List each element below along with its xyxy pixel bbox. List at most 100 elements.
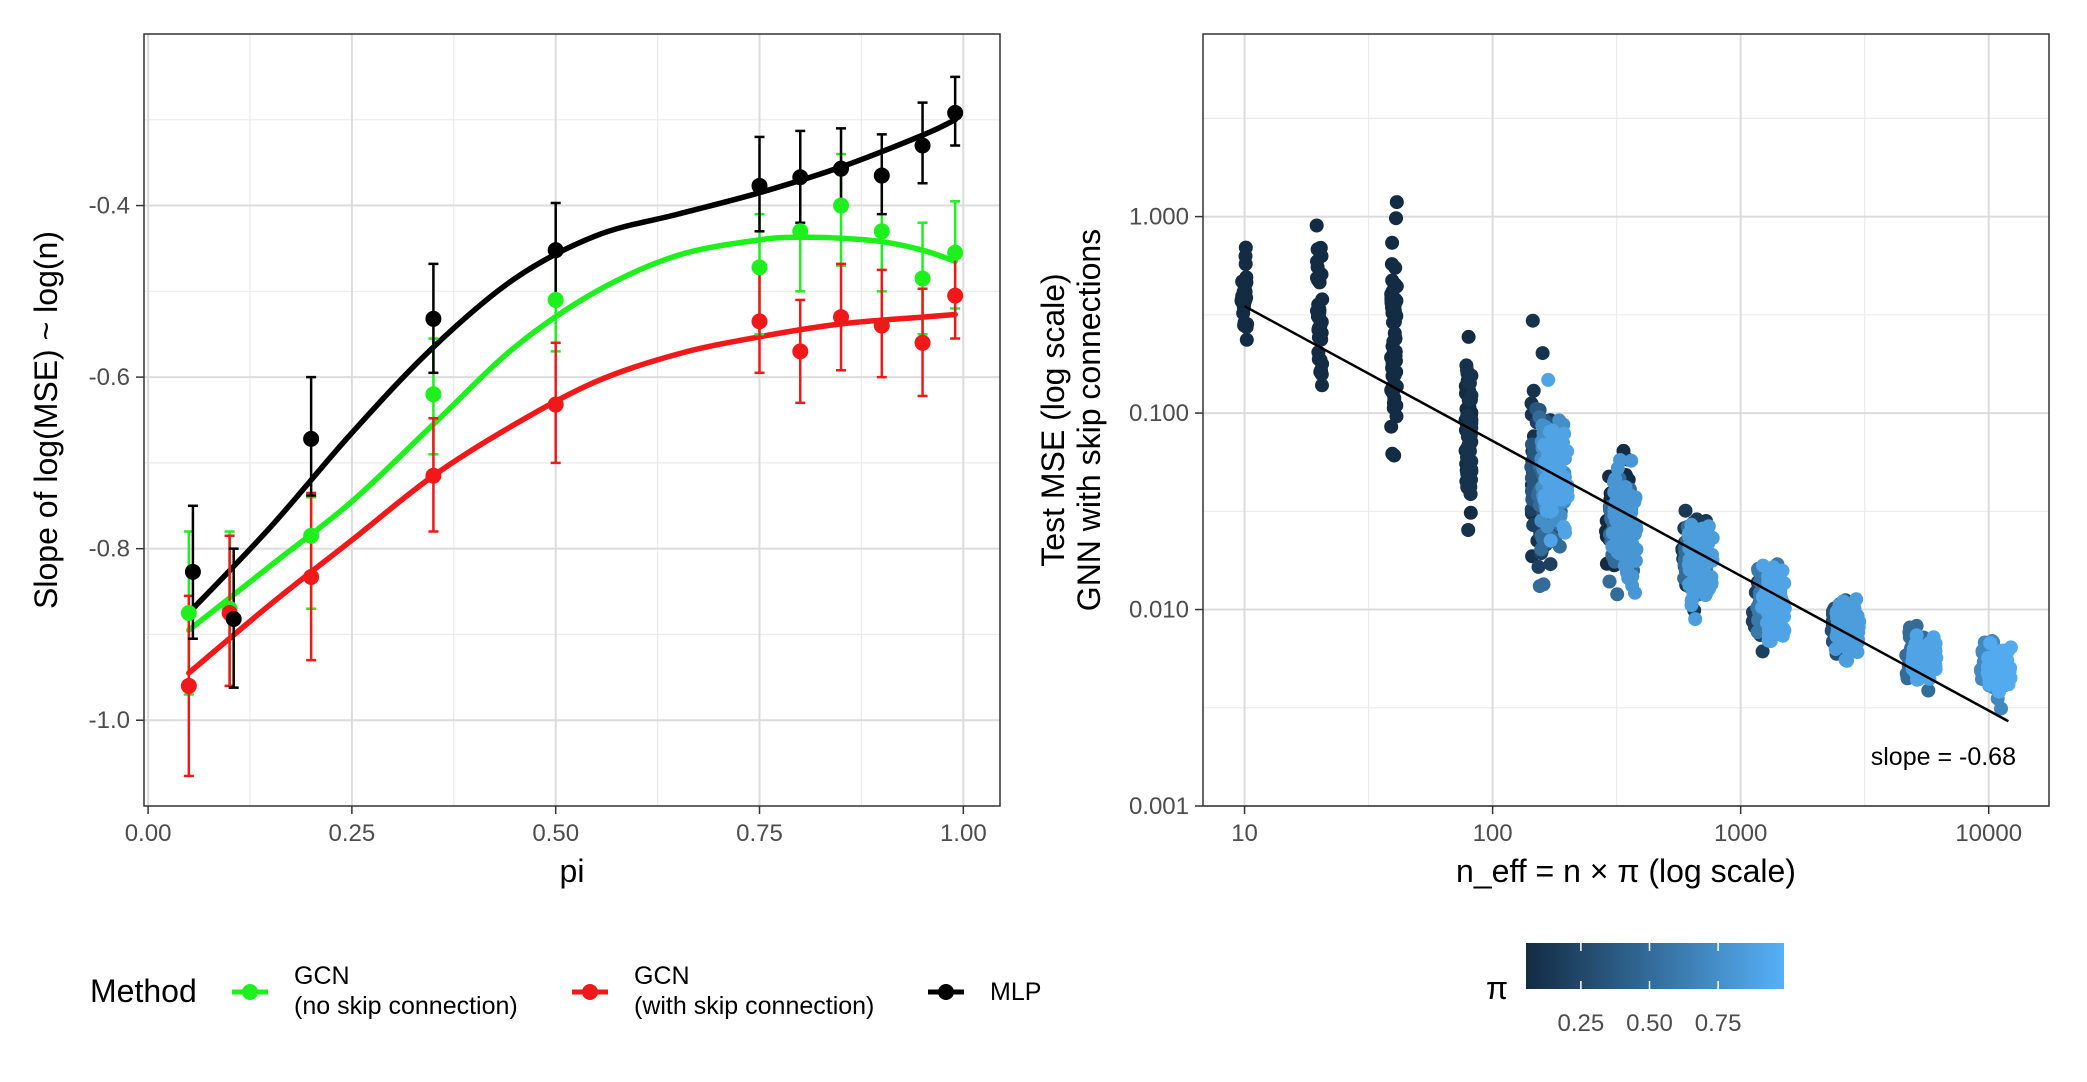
left-x-tick-label: 0.50 <box>532 820 579 847</box>
point-mlp <box>547 242 564 259</box>
scatter-point <box>1384 257 1399 272</box>
point-gcn_skip <box>833 309 850 326</box>
scatter-point <box>1310 242 1325 257</box>
point-gcn_no_skip <box>303 527 320 544</box>
point-mlp <box>833 160 850 177</box>
scatter-point <box>1543 557 1558 572</box>
right-y-axis-label-line2: GNN with skip connections <box>1071 229 1107 611</box>
scatter-point <box>1987 664 2002 679</box>
left-legend: Method GCN (no skip connection) GCN (wit… <box>90 962 1041 1020</box>
scatter-point <box>1385 306 1400 320</box>
point-mlp <box>873 167 890 184</box>
scatter-point <box>1315 378 1329 393</box>
scatter-point <box>1387 400 1402 415</box>
scatter-point <box>1386 367 1401 382</box>
color-bar-legend: π 0.25 0.50 0.75 <box>1486 943 1784 1037</box>
scatter-point <box>1921 683 1936 698</box>
scatter-point <box>1314 367 1329 382</box>
scatter-point <box>1628 585 1642 600</box>
right-x-axis-label: n_eff = n × π (log scale) <box>1456 853 1796 889</box>
scatter-point <box>1761 633 1776 648</box>
scatter-point <box>1773 594 1788 608</box>
scatter-point <box>1535 346 1550 361</box>
scatter-point <box>1311 352 1326 367</box>
scatter-point <box>1534 542 1549 557</box>
point-gcn_skip <box>425 467 442 484</box>
left-y-tick-label: -0.4 <box>89 193 130 220</box>
scatter-point <box>1237 315 1252 330</box>
scatter-point <box>1389 195 1404 210</box>
point-mlp <box>751 177 768 194</box>
point-gcn_skip <box>547 396 564 413</box>
right-gridlines <box>1203 34 2049 807</box>
legend-key-dot-gcn-no-skip <box>242 984 258 1000</box>
scatter-point <box>1388 344 1403 359</box>
right-y-tick-label: 1.000 <box>1129 204 1189 231</box>
left-y-axis-label: Slope of log(MSE) ~ log(n) <box>28 231 64 609</box>
scatter-point <box>1624 453 1639 468</box>
point-gcn_skip <box>914 334 931 351</box>
color-bar-tick-label: 0.25 <box>1558 1010 1605 1037</box>
color-bar-title: π <box>1486 970 1508 1006</box>
scatter-point <box>1614 485 1629 500</box>
scatter-point <box>1540 519 1555 534</box>
scatter-point <box>1625 569 1640 584</box>
right-panel-border <box>1202 33 2050 807</box>
point-gcn_no_skip <box>792 223 809 240</box>
scatter-point <box>1924 649 1939 664</box>
scatter-point <box>1620 557 1635 572</box>
scatter-point <box>1461 523 1476 537</box>
right-x-tick-label: 10 <box>1231 820 1258 847</box>
point-gcn_no_skip <box>914 270 931 287</box>
scatter-point <box>1540 438 1554 453</box>
scatter-point <box>1983 636 1998 651</box>
scatter-point <box>1678 503 1693 518</box>
scatter-point <box>1755 644 1770 659</box>
point-gcn_no_skip <box>751 259 768 276</box>
scatter-point <box>1309 218 1324 233</box>
legend-title: Method <box>90 973 197 1009</box>
right-y-tick-label: 0.100 <box>1129 400 1189 427</box>
legend-label-gcn-skip-line1: GCN <box>634 962 690 990</box>
scatter-point <box>1684 598 1699 613</box>
scatter-point <box>1541 372 1556 387</box>
scatter-point <box>1692 557 1707 572</box>
scatter-point <box>1531 559 1546 574</box>
fit-curve-gcn_no_skip <box>186 234 958 633</box>
point-gcn_no_skip <box>833 197 850 214</box>
scatter-point <box>1832 605 1847 620</box>
point-mlp <box>184 563 201 580</box>
slope-annotation: slope = -0.68 <box>1871 743 2016 771</box>
left-x-tick-label: 0.00 <box>125 820 172 847</box>
scatter-point <box>1311 310 1326 325</box>
scatter-point <box>1525 313 1540 328</box>
left-data-points <box>180 104 964 694</box>
scatter-point <box>1688 612 1703 627</box>
scatter-point <box>1541 472 1556 487</box>
scatter-point <box>1462 444 1477 459</box>
scatter-point <box>1908 649 1923 664</box>
right-x-tick-label: 10000 <box>1955 820 2022 847</box>
scatter-point <box>1239 332 1254 347</box>
legend-item-mlp: MLP <box>928 978 1041 1006</box>
point-gcn_skip <box>751 313 768 330</box>
fit-curve-gcn_skip <box>186 311 958 676</box>
legend-item-gcn-skip: GCN (with skip connection) <box>572 962 874 1020</box>
legend-label-gcn-skip-line2: (with skip connection) <box>634 992 874 1020</box>
point-gcn_no_skip <box>180 605 197 621</box>
right-scatter-points <box>1234 195 2018 716</box>
scatter-point <box>1608 471 1623 486</box>
scatter-point <box>1526 383 1541 398</box>
scatter-point <box>1238 249 1253 264</box>
right-regression-line <box>1243 305 2009 723</box>
left-x-tick-label: 1.00 <box>940 820 987 847</box>
scatter-point <box>1384 287 1399 302</box>
scatter-point <box>1681 526 1696 541</box>
scatter-point <box>1615 541 1629 555</box>
scatter-point <box>1765 570 1780 584</box>
point-gcn_no_skip <box>947 244 964 261</box>
right-chart: slope = -0.68 10 100 1000 10000 0.0010.0100… <box>1035 33 2050 889</box>
color-bar <box>1526 943 1784 989</box>
point-gcn_skip <box>180 677 197 694</box>
scatter-point <box>1552 459 1567 474</box>
